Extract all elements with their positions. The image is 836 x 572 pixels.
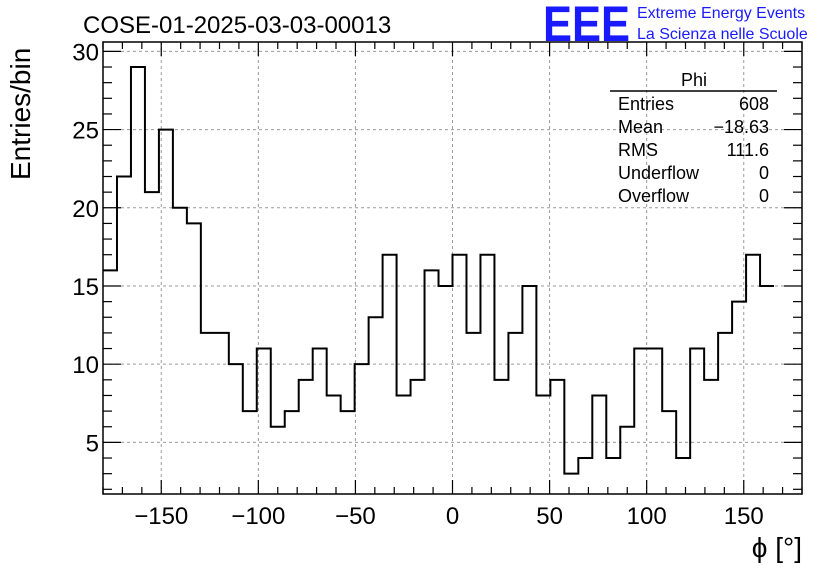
x-tick-label: 100	[627, 503, 667, 530]
x-tick-label: 150	[724, 503, 764, 530]
stats-box: Phi Entries 608 Mean −18.63 RMS 111.6 Underflo…	[610, 70, 777, 206]
stat-label: Overflow	[618, 186, 690, 206]
logo-line-2: La Scienza nelle Scuole	[637, 26, 808, 43]
axis-ticks	[102, 42, 803, 494]
y-tick-label: 10	[72, 352, 99, 379]
x-tick-label: 50	[536, 503, 563, 530]
y-tick-labels: 5 10 15 20 25 30	[72, 39, 99, 457]
x-tick-label: −150	[134, 503, 188, 530]
eee-logo-mark: EEE	[543, 0, 630, 52]
stat-value: 0	[759, 186, 769, 206]
x-tick-labels: −150 −100 −50 0 50 100 150	[134, 503, 764, 530]
stat-label: RMS	[618, 140, 658, 160]
x-tick-label: −50	[335, 503, 376, 530]
chart-title: COSE-01-2025-03-03-00013	[83, 12, 391, 39]
histogram-line	[103, 66, 775, 475]
x-tick-label: −100	[231, 503, 285, 530]
x-axis-title: ϕ [°]	[752, 532, 802, 563]
y-tick-label: 25	[72, 118, 99, 145]
stat-label: Mean	[618, 117, 663, 137]
x-tick-label: 0	[446, 503, 459, 530]
stat-label: Underflow	[618, 163, 700, 183]
stat-value: 111.6	[727, 140, 769, 160]
stats-title: Phi	[681, 70, 707, 90]
stat-label: Entries	[618, 94, 674, 114]
logo-line-1: Extreme Energy Events	[637, 5, 805, 22]
stat-value: 608	[739, 94, 769, 114]
y-tick-label: 5	[86, 430, 99, 457]
y-tick-label: 15	[72, 274, 99, 301]
eee-logo: EEE Extreme Energy Events La Scienza nel…	[543, 0, 808, 52]
stat-value: 0	[759, 163, 769, 183]
y-tick-label: 20	[72, 196, 99, 223]
stat-value: −18.63	[713, 117, 769, 137]
y-axis-title: Entries/bin	[5, 48, 36, 180]
y-tick-label: 30	[72, 39, 99, 66]
